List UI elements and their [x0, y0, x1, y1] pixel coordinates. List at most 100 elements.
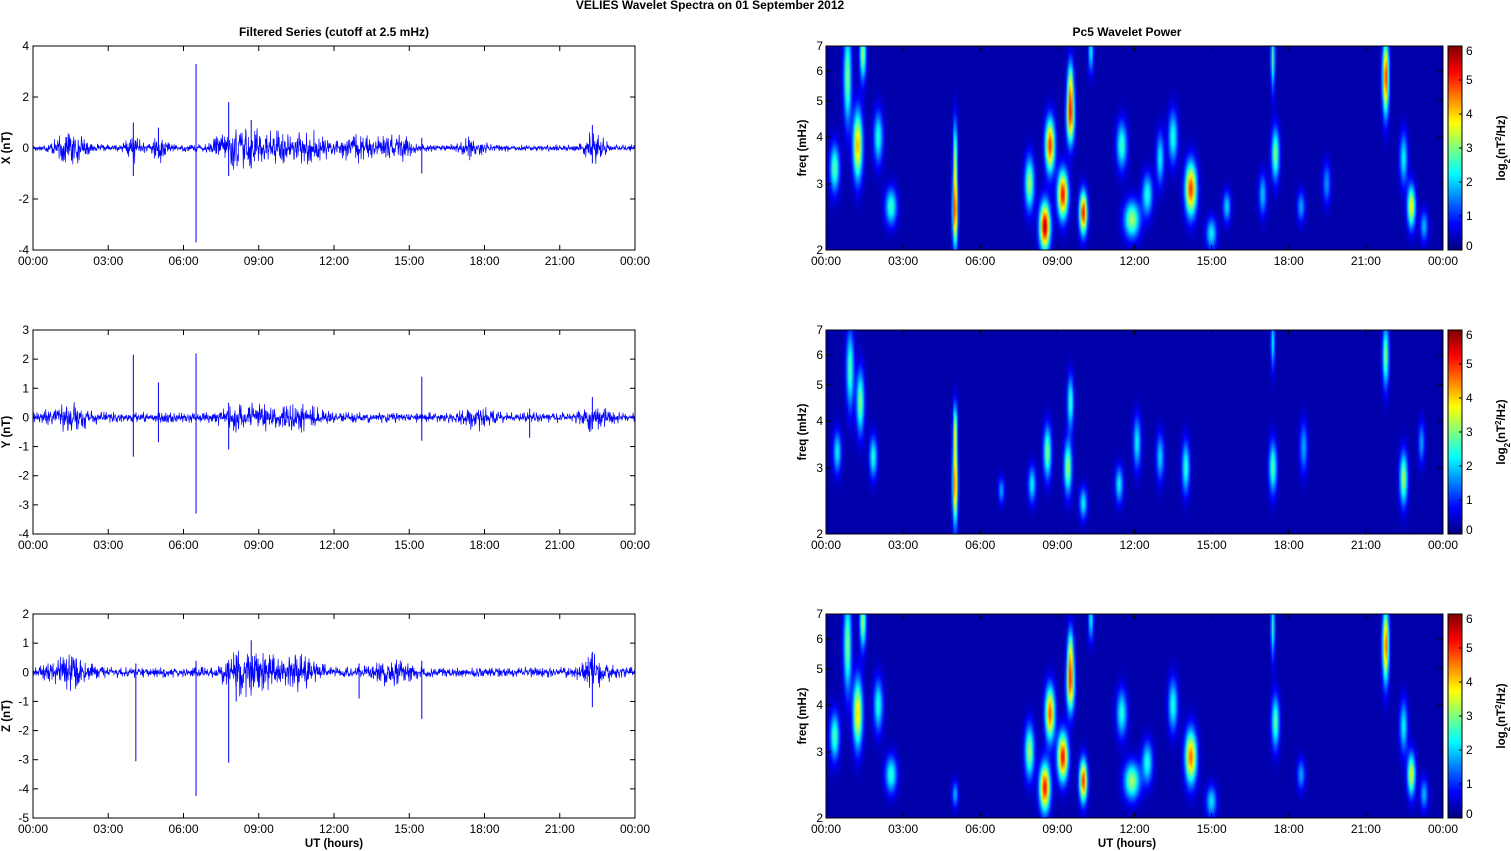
right-x-tick-label-2: 09:00 [1042, 538, 1072, 552]
right-x-tick-label-3: 12:00 [1119, 822, 1149, 836]
wavelet-power-image [826, 46, 1443, 250]
colorbar: 6 5 4 3 2 1 0 log2(nT2/Hz) [1447, 44, 1511, 253]
right-x-tick-label-1: 00:00 [811, 254, 841, 268]
left-x-tick-label-2: 18:00 [469, 538, 499, 552]
series-panel-1: 4 2 0 -2 -4 X (nT) [1, 39, 636, 257]
y-tick-label: 0 [22, 665, 29, 679]
left-x-tick-label-1: 15:00 [394, 254, 424, 268]
freq-tick-label: 6 [816, 632, 823, 646]
colorbar-label: log2(nT2/Hz) [1494, 399, 1511, 464]
left-x-tick-label-1: 00:00 [620, 254, 650, 268]
left-x-tick-label-1: 21:00 [545, 254, 575, 268]
left-x-tick-label-3: 06:00 [168, 822, 198, 836]
freq-tick-label: 2 [816, 811, 823, 825]
colorbar-tick-label: 3 [1466, 141, 1473, 155]
right-x-tick-label-2: 12:00 [1119, 538, 1149, 552]
left-x-tick-label-1: 12:00 [319, 254, 349, 268]
colorbar-tick-label: 0 [1466, 807, 1473, 821]
panels: 420-2-4X (nT)00:00 03:00 06:00 09:00 12:00 15… [1, 39, 1511, 836]
left-x-tick-label-2: 00:00 [620, 538, 650, 552]
right-x-tick-label-2: 03:00 [888, 538, 918, 552]
y-tick-label: -4 [18, 527, 29, 541]
y-tick-label: -1 [18, 694, 29, 708]
right-x-tick-label-3: 00:00 [811, 822, 841, 836]
freq-tick-label: 2 [816, 243, 823, 257]
left-x-tick-label-3: 21:00 [545, 822, 575, 836]
y-tick-label: -3 [18, 498, 29, 512]
wavelet-panel-1: 7 6 5 4 3 2 freq (mHz) 6 5 4 3 2 1 0 log2(nT2/Hz) [797, 39, 1511, 257]
freq-tick-label: 4 [816, 698, 823, 712]
right-x-tick-label-2: 00:00 [811, 538, 841, 552]
left-x-tick-label-1: 06:00 [168, 254, 198, 268]
right-x-tick-label-3: 00:00 [1428, 822, 1458, 836]
right-x-tick-label-2: 15:00 [1197, 538, 1227, 552]
left-x-tick-label-2: 09:00 [244, 538, 274, 552]
freq-tick-label: 4 [816, 414, 823, 428]
colorbar: 6 5 4 3 2 1 0 log2(nT2/Hz) [1447, 612, 1511, 821]
y-tick-label: -2 [18, 724, 29, 738]
colorbar-tick-label: 6 [1466, 328, 1473, 342]
freq-tick-label: 5 [816, 378, 823, 392]
right-x-tick-label-2: 06:00 [965, 538, 995, 552]
colorbar-tick-label: 2 [1466, 175, 1473, 189]
left-x-tick-label-3: 15:00 [394, 822, 424, 836]
y-tick-label: 0 [22, 410, 29, 424]
colorbar-tick-label: 4 [1466, 107, 1473, 121]
y-tick-label: -5 [18, 811, 29, 825]
series-panel-2: 3 2 1 0 -1 -2 -3 -4 Y (nT) [1, 323, 636, 541]
wavelet-panel-3: 7 6 5 4 3 2 freq (mHz) 6 5 4 3 2 1 0 log2(nT2/Hz) [797, 607, 1511, 825]
colorbar-tick-label: 6 [1466, 612, 1473, 626]
colorbar-tick-label: 0 [1466, 523, 1473, 537]
right-x-tick-label-2: 00:00 [1428, 538, 1458, 552]
left-x-tick-label-1: 18:00 [469, 254, 499, 268]
left-x-tick-label-2: 06:00 [168, 538, 198, 552]
y-tick-label: 2 [22, 607, 29, 621]
colorbar-tick-label: 1 [1466, 493, 1473, 507]
figure-suptitle: VELIES Wavelet Spectra on 01 September 2… [576, 0, 845, 12]
y-tick-label: 4 [22, 39, 29, 53]
y-tick-label: 0 [22, 141, 29, 155]
left-x-tick-label-1: 09:00 [244, 254, 274, 268]
left-x-tick-label-3: 00:00 [620, 822, 650, 836]
left-x-tick-label-1: 03:00 [93, 254, 123, 268]
colorbar-gradient [1448, 46, 1462, 250]
y-tick-label: 2 [22, 352, 29, 366]
left-x-tick-label-2: 00:00 [18, 538, 48, 552]
colorbar-label: log2(nT2/Hz) [1494, 115, 1511, 180]
colorbar-gradient [1448, 330, 1462, 534]
colorbar-tick-label: 5 [1466, 73, 1473, 87]
wavelet-power-image [826, 614, 1443, 818]
plot-area [33, 330, 635, 534]
series-ylabel: X (nT) [1, 132, 13, 165]
freq-tick-label: 3 [816, 745, 823, 759]
freq-ylabel: freq (mHz) [797, 687, 809, 744]
right-x-tick-label-1: 09:00 [1042, 254, 1072, 268]
y-tick-label: 1 [22, 381, 29, 395]
colorbar-tick-label: 4 [1466, 391, 1473, 405]
freq-tick-label: 7 [816, 323, 823, 337]
freq-tick-label: 2 [816, 527, 823, 541]
y-tick-label: -4 [18, 243, 29, 257]
series-panel-3: 2 1 0 -1 -2 -3 -4 -5 Z (nT) [1, 607, 636, 825]
left-x-tick-label-3: 03:00 [93, 822, 123, 836]
colorbar-tick-label: 3 [1466, 425, 1473, 439]
y-tick-label: -2 [18, 469, 29, 483]
right-x-tick-label-1: 12:00 [1119, 254, 1149, 268]
colorbar-tick-label: 1 [1466, 777, 1473, 791]
freq-tick-label: 7 [816, 607, 823, 621]
y-tick-label: -4 [18, 782, 29, 796]
freq-tick-label: 7 [816, 39, 823, 53]
y-tick-label: 1 [22, 636, 29, 650]
wavelet-power-image [826, 330, 1443, 534]
left-x-tick-label-2: 12:00 [319, 538, 349, 552]
colorbar-tick-label: 2 [1466, 459, 1473, 473]
left-column-title: Filtered Series (cutoff at 2.5 mHz) [239, 25, 429, 39]
freq-tick-label: 6 [816, 348, 823, 362]
right-x-tick-label-3: 03:00 [888, 822, 918, 836]
freq-tick-label: 4 [816, 130, 823, 144]
colorbar-tick-label: 4 [1466, 675, 1473, 689]
colorbar-tick-label: 5 [1466, 357, 1473, 371]
y-tick-label: 2 [22, 90, 29, 104]
freq-tick-label: 5 [816, 662, 823, 676]
colorbar-tick-label: 3 [1466, 709, 1473, 723]
